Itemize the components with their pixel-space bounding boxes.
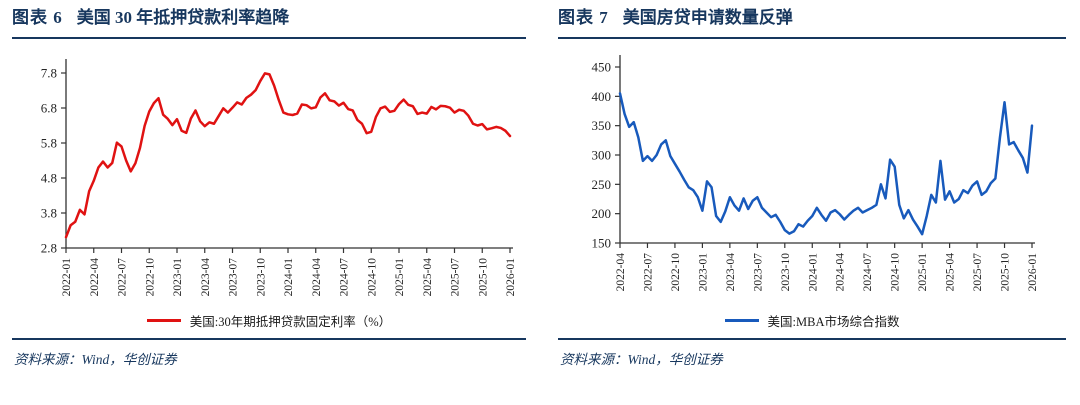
svg-text:2023-07: 2023-07 (228, 258, 240, 297)
chart-legend: 美国:30年期抵押贷款固定利率（%） (12, 311, 526, 329)
svg-text:2023-10: 2023-10 (255, 258, 267, 297)
svg-text:2025-01: 2025-01 (917, 253, 929, 292)
title-divider (558, 37, 1066, 39)
figure-title-text: 美国房贷申请数量反弹 (622, 8, 793, 27)
figure-number: 图表 6 (12, 8, 63, 27)
svg-text:2025-07: 2025-07 (972, 253, 984, 292)
svg-text:450: 450 (592, 60, 612, 75)
source-divider (12, 338, 526, 340)
source-note: 资料来源：Wind，华创证券 (14, 352, 177, 367)
svg-text:2023-04: 2023-04 (200, 258, 212, 297)
svg-text:2025-10: 2025-10 (1000, 253, 1012, 292)
svg-text:7.8: 7.8 (41, 66, 57, 81)
svg-text:2024-10: 2024-10 (890, 253, 902, 292)
svg-text:2024-07: 2024-07 (339, 258, 351, 297)
svg-text:2.8: 2.8 (41, 241, 57, 256)
panel-figure-7: 图表 7 美国房贷申请数量反弹 150 200 250 300 350 400 450 2022… (540, 0, 1080, 368)
svg-text:2026-01: 2026-01 (505, 258, 517, 297)
svg-text:2022-10: 2022-10 (144, 258, 156, 297)
chart-title: 图表 7 美国房贷申请数量反弹 (558, 6, 1066, 30)
mba-index-line-chart: 150 200 250 300 350 400 450 2022-04 2022-07 2022-… (592, 55, 1039, 292)
figure-title-text: 美国 30 年抵押贷款利率趋降 (76, 8, 290, 27)
figure-row: 图表 6 美国 30 年抵押贷款利率趋降 2.8 3.8 4.8 5.8 6.8 7.8 20… (0, 0, 1080, 368)
panel-figure-6: 图表 6 美国 30 年抵押贷款利率趋降 2.8 3.8 4.8 5.8 6.8 7.8 20… (0, 0, 540, 368)
svg-text:2023-10: 2023-10 (780, 253, 792, 292)
svg-text:2025-07: 2025-07 (450, 258, 462, 297)
svg-text:2022-04: 2022-04 (89, 258, 101, 297)
title-divider (12, 37, 526, 39)
svg-text:200: 200 (592, 206, 612, 221)
svg-text:2023-01: 2023-01 (172, 258, 184, 297)
chart-legend: 美国:MBA市场综合指数 (558, 311, 1066, 329)
svg-text:2022-01: 2022-01 (61, 258, 73, 297)
legend-line-swatch (146, 318, 181, 322)
legend-label: 美国:MBA市场综合指数 (767, 314, 900, 329)
svg-text:2022-04: 2022-04 (615, 253, 627, 292)
svg-text:2023-07: 2023-07 (752, 253, 764, 292)
svg-text:2023-01: 2023-01 (697, 253, 709, 292)
svg-text:350: 350 (592, 118, 612, 133)
svg-text:5.8: 5.8 (41, 136, 57, 151)
svg-text:2023-04: 2023-04 (725, 253, 737, 292)
svg-text:6.8: 6.8 (41, 101, 57, 116)
legend-label: 美国:30年期抵押贷款固定利率（%） (189, 314, 392, 329)
svg-text:2022-07: 2022-07 (117, 258, 129, 297)
svg-text:2024-04: 2024-04 (835, 253, 847, 292)
svg-text:2024-07: 2024-07 (862, 253, 874, 292)
svg-text:4.8: 4.8 (41, 171, 57, 186)
legend-line-swatch (724, 318, 759, 322)
svg-text:3.8: 3.8 (41, 206, 57, 221)
svg-text:300: 300 (592, 148, 612, 163)
svg-text:2022-10: 2022-10 (670, 253, 682, 292)
svg-text:2025-04: 2025-04 (422, 258, 434, 297)
chart-title: 图表 6 美国 30 年抵押贷款利率趋降 (12, 6, 526, 30)
svg-text:2024-01: 2024-01 (283, 258, 295, 297)
svg-text:2025-04: 2025-04 (945, 253, 957, 292)
source-note: 资料来源：Wind，华创证券 (560, 352, 723, 367)
svg-text:2024-04: 2024-04 (311, 258, 323, 297)
svg-text:2024-01: 2024-01 (807, 253, 819, 292)
svg-text:2026-01: 2026-01 (1027, 253, 1039, 292)
source-divider (558, 338, 1066, 340)
mortgage-rate-line-chart: 2.8 3.8 4.8 5.8 6.8 7.8 2022-01 2022-04 2022-07 2… (41, 59, 517, 297)
figure-number: 图表 7 (558, 8, 609, 27)
svg-text:2022-07: 2022-07 (642, 253, 654, 292)
svg-text:400: 400 (592, 89, 612, 104)
svg-text:150: 150 (592, 236, 612, 251)
svg-text:2025-10: 2025-10 (477, 258, 489, 297)
svg-text:2024-10: 2024-10 (366, 258, 378, 297)
svg-text:250: 250 (592, 177, 612, 192)
svg-text:2025-01: 2025-01 (394, 258, 406, 297)
